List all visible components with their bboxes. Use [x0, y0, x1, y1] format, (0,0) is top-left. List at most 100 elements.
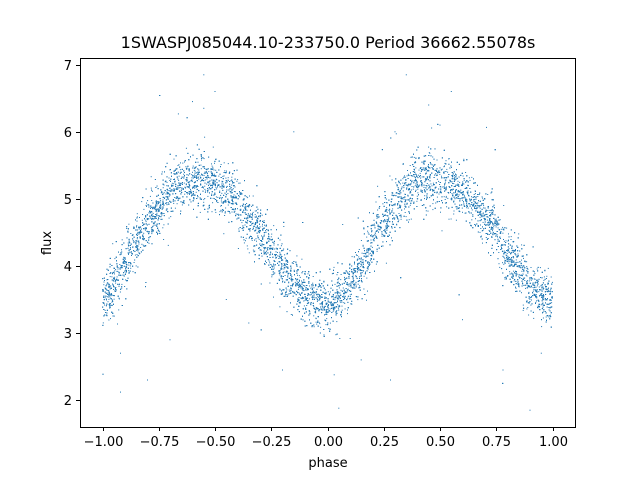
data-point: [335, 302, 337, 304]
data-point: [482, 212, 484, 214]
data-point: [266, 262, 267, 264]
data-point: [231, 184, 233, 186]
data-point: [324, 289, 326, 291]
data-point: [515, 287, 517, 289]
data-point: [471, 196, 472, 198]
data-point: [104, 297, 106, 299]
data-point: [405, 200, 407, 202]
data-point: [288, 289, 290, 291]
data-point: [376, 216, 378, 218]
data-point: [121, 286, 123, 287]
data-point: [312, 282, 314, 284]
data-point: [351, 256, 353, 258]
data-point: [448, 218, 450, 220]
data-point: [445, 195, 447, 197]
data-point: [530, 286, 532, 288]
data-point: [337, 299, 339, 301]
data-point: [526, 270, 528, 272]
data-point: [529, 297, 531, 299]
data-point: [113, 289, 115, 290]
data-point: [403, 198, 405, 200]
data-point: [166, 202, 168, 204]
data-point: [161, 218, 163, 220]
data-point: [467, 193, 469, 195]
data-point: [526, 261, 528, 263]
data-point: [402, 190, 404, 192]
data-point: [215, 158, 216, 160]
data-point: [344, 302, 346, 304]
data-point: [128, 253, 129, 255]
data-point: [287, 261, 289, 263]
data-point: [500, 228, 502, 230]
data-point: [488, 234, 490, 235]
data-point: [215, 169, 217, 171]
data-point: [521, 244, 523, 246]
data-point: [262, 236, 264, 238]
data-point: [232, 203, 234, 205]
data-point: [420, 177, 422, 179]
data-point: [550, 276, 552, 278]
data-point: [346, 291, 348, 293]
data-point: [212, 168, 214, 170]
data-point: [204, 179, 206, 181]
data-point: [173, 188, 175, 190]
data-point: [179, 187, 181, 188]
data-point: [482, 221, 484, 223]
data-point: [483, 207, 485, 209]
data-point: [368, 264, 370, 266]
data-point: [141, 243, 143, 245]
data-point: [398, 188, 400, 190]
data-point: [265, 230, 267, 232]
data-point: [178, 164, 180, 166]
data-point: [117, 268, 119, 270]
data-point: [221, 192, 223, 194]
data-point: [295, 263, 297, 265]
data-point: [129, 252, 131, 253]
data-point: [283, 268, 285, 270]
data-point: [140, 247, 142, 248]
data-point: [429, 175, 431, 177]
data-point: [203, 199, 205, 201]
data-point: [104, 304, 105, 306]
data-point: [118, 274, 120, 276]
data-point: [212, 202, 214, 204]
data-point: [517, 261, 519, 263]
data-point: [256, 219, 258, 221]
data-point: [501, 246, 502, 248]
data-point: [271, 268, 273, 270]
data-point: [156, 203, 158, 205]
data-point: [454, 177, 455, 179]
data-point: [355, 283, 357, 285]
data-point: [183, 202, 185, 204]
data-point: [239, 205, 241, 207]
data-point: [279, 239, 281, 241]
data-point: [142, 244, 144, 246]
data-point: [231, 203, 233, 205]
data-point: [212, 197, 214, 199]
data-point: [325, 291, 327, 293]
data-point: [247, 215, 249, 216]
data-point: [342, 224, 344, 225]
data-point: [279, 306, 281, 308]
data-point: [358, 249, 360, 250]
data-point: [332, 303, 334, 305]
data-point: [230, 203, 232, 204]
data-point: [530, 296, 532, 298]
data-point: [227, 163, 229, 165]
data-point: [528, 314, 530, 316]
data-point: [301, 258, 303, 260]
data-point: [185, 147, 187, 149]
data-point: [421, 169, 423, 171]
data-point: [441, 168, 443, 170]
data-point: [400, 188, 402, 190]
data-point: [389, 175, 391, 177]
data-point: [376, 250, 378, 252]
data-point: [502, 244, 504, 246]
data-point: [219, 190, 221, 192]
data-point: [323, 280, 325, 282]
data-point: [152, 212, 154, 214]
data-point: [141, 201, 143, 203]
data-point: [133, 242, 135, 244]
data-point: [432, 209, 434, 211]
